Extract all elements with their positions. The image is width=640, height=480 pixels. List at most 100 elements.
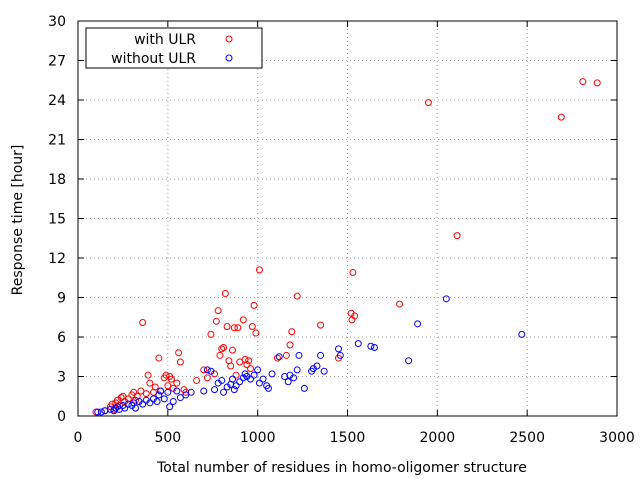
data-point (518, 330, 526, 338)
data-point (94, 408, 102, 416)
data-point (146, 379, 154, 387)
data-point (268, 370, 276, 378)
data-point (288, 328, 296, 336)
data-point (255, 266, 263, 274)
data-points (92, 78, 601, 416)
data-point (282, 351, 290, 359)
data-point (112, 404, 120, 412)
data-point (230, 386, 238, 394)
legend-marker-with-ulr (225, 35, 233, 43)
data-point (557, 113, 565, 121)
data-point (453, 232, 461, 240)
y-tick-label: 3 (57, 370, 66, 386)
data-point (264, 384, 272, 392)
y-tick-label: 24 (48, 93, 66, 109)
data-point (579, 78, 587, 86)
data-point (250, 301, 258, 309)
data-point (155, 391, 163, 399)
data-point (182, 388, 190, 396)
data-point (97, 408, 105, 416)
data-point (273, 354, 281, 362)
data-point (252, 329, 260, 337)
data-point (167, 375, 175, 383)
data-point (160, 395, 168, 403)
legend-label-without-ulr: without ULR (111, 51, 196, 67)
data-point (259, 375, 267, 383)
x-axis-label: Total number of residues in homo-oligome… (156, 460, 527, 476)
data-point (203, 366, 211, 374)
tick-labels: 0 500 1000 1500 2000 2500 3000 0 3 6 9 12 15 18 21 24 27… (48, 14, 635, 446)
data-point (121, 404, 129, 412)
data-point (232, 382, 240, 390)
x-tick-label: 0 (74, 430, 83, 446)
data-point (246, 365, 254, 373)
y-tick-label: 21 (48, 133, 66, 149)
data-point (234, 324, 242, 332)
data-point (220, 344, 228, 352)
data-point (229, 375, 237, 383)
data-point (220, 388, 228, 396)
x-tick-label: 500 (154, 430, 181, 446)
data-point (137, 387, 145, 395)
data-point (144, 371, 152, 379)
data-point (227, 362, 235, 370)
data-point (211, 386, 219, 394)
data-point (351, 312, 359, 320)
data-point (166, 403, 174, 411)
data-point (153, 398, 161, 406)
y-tick-label: 18 (48, 172, 66, 188)
y-tick-label: 6 (57, 330, 66, 346)
y-axis-label: Response time [hour] (10, 145, 26, 296)
y-tick-label: 27 (48, 54, 66, 70)
data-point (317, 351, 325, 359)
data-point (248, 322, 256, 330)
data-point (335, 345, 343, 353)
data-point (236, 358, 244, 366)
data-point (200, 387, 208, 395)
data-point (370, 344, 378, 352)
data-point (164, 382, 172, 390)
grid-lines (78, 21, 617, 416)
data-point (176, 358, 184, 366)
data-point (593, 79, 601, 87)
series-without-ulr (94, 295, 526, 416)
data-point (175, 349, 183, 357)
data-point (139, 400, 147, 408)
data-point (424, 99, 432, 107)
data-point (293, 292, 301, 300)
data-point (139, 319, 147, 327)
data-point (275, 353, 283, 361)
data-point (200, 366, 208, 374)
data-point (414, 320, 422, 328)
data-point (290, 374, 298, 382)
data-point (313, 362, 321, 370)
data-point (349, 268, 357, 276)
data-point (218, 376, 226, 384)
data-point (142, 390, 150, 398)
data-point (229, 346, 237, 354)
data-point (236, 378, 244, 386)
data-point (187, 388, 195, 396)
x-tick-label: 2500 (509, 430, 545, 446)
data-point (176, 394, 184, 402)
y-tick-label: 30 (48, 14, 66, 30)
data-point (193, 376, 201, 384)
data-point (157, 387, 165, 395)
data-point (317, 321, 325, 329)
data-point (146, 399, 154, 407)
data-point (230, 324, 238, 332)
data-point (295, 351, 303, 359)
data-point (367, 342, 375, 350)
data-point (243, 361, 251, 369)
data-point (320, 367, 328, 375)
data-point (336, 351, 344, 359)
data-point (442, 295, 450, 303)
data-point (254, 366, 262, 374)
x-tick-label: 2000 (420, 430, 456, 446)
data-point (214, 307, 222, 315)
data-point (162, 371, 170, 379)
data-point (207, 330, 215, 338)
data-point (131, 404, 139, 412)
y-tick-label: 0 (57, 409, 66, 425)
y-tick-label: 9 (57, 291, 66, 307)
